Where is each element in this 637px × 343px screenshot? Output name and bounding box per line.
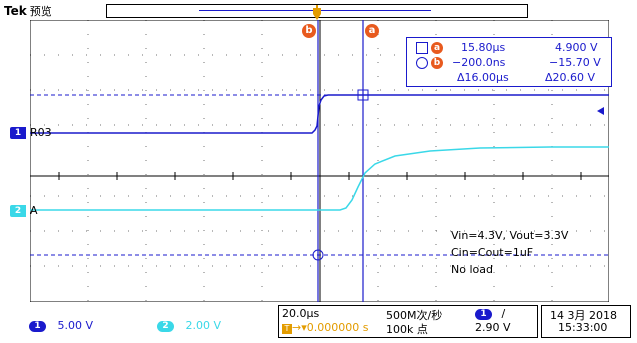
- vertical-scale-area: 1 5.00 V 2 2.00 V: [29, 318, 270, 333]
- ch1-label: R03: [30, 126, 52, 139]
- horizontal-trigger-readout[interactable]: 20.0µs T →▾0.000000 s 500M次/秒 100k 点 1 ∕ …: [278, 305, 538, 338]
- ch2-label: A: [30, 204, 38, 217]
- annotation-line-2: Cin=Cout=1uF: [451, 246, 534, 259]
- time: 15:33:00: [558, 321, 608, 334]
- trigger-delay-readout: T →▾0.000000 s: [282, 321, 368, 334]
- annotation-line-1: Vin=4.3V, Vout=3.3V: [451, 229, 569, 242]
- cursor-b-circle-marker[interactable]: [312, 249, 324, 261]
- record-length: 100k 点: [386, 323, 428, 336]
- cursor-a-time: 15.80µs: [461, 41, 506, 54]
- cursor-delta-volt: Δ20.60 V: [545, 71, 596, 84]
- cursor-b-tag[interactable]: b: [302, 24, 316, 38]
- cursor-b-time: −200.0ns: [452, 56, 506, 69]
- ch1-scale: 5.00 V: [57, 319, 94, 332]
- annotation-line-3: No load: [451, 263, 493, 276]
- ch2-scale: 2.00 V: [185, 319, 222, 332]
- trigger-channel-chip: 1: [475, 308, 492, 320]
- horizontal-scale: 20.0µs: [282, 307, 320, 320]
- cursor-a-readout-tag: a: [431, 42, 443, 54]
- ch2-waveform: [30, 146, 609, 211]
- trigger-source: 1 ∕: [475, 307, 505, 320]
- graticule-ticks: [58, 172, 582, 180]
- trigger-delay-icon: T: [282, 324, 292, 334]
- cursor-b-volt: −15.70 V: [549, 56, 601, 69]
- cursor-a-volt: 4.900 V: [555, 41, 598, 54]
- sample-rate: 500M次/秒: [386, 309, 443, 322]
- ch1-chip: 1: [29, 320, 46, 332]
- ch2-chip: 2: [157, 320, 174, 332]
- cursor-a-square-icon: [416, 42, 428, 54]
- trigger-slope-icon: ∕: [501, 307, 506, 320]
- date: 14 3月 2018: [550, 309, 617, 322]
- status-bar: 1 5.00 V 2 2.00 V 20.0µs T →▾0.000000 s 5…: [0, 303, 637, 343]
- brand-logo: Tek 预览: [4, 3, 52, 19]
- ch2-ground-marker[interactable]: 2: [10, 205, 26, 217]
- cursor-b-readout-tag: b: [431, 57, 443, 69]
- acquisition-mode: 预览: [29, 5, 52, 18]
- cursor-delta-time: Δ16.00µs: [457, 71, 509, 84]
- cursor-a-tag[interactable]: a: [365, 24, 379, 38]
- ch1-ground-marker[interactable]: 1: [10, 127, 26, 139]
- trigger-delay: →▾0.000000 s: [292, 321, 369, 334]
- cursor-b-circle-icon: [416, 57, 428, 69]
- brand-name: Tek: [4, 4, 27, 18]
- cursor-readout-panel: a 15.80µs 4.900 V b −200.0ns −15.70 V Δ1…: [406, 37, 612, 87]
- trigger-point-icon: [313, 8, 321, 20]
- trigger-level-arrow-icon[interactable]: [597, 107, 604, 115]
- cursor-a-square-marker[interactable]: [357, 89, 369, 101]
- ch1-scale-readout[interactable]: 1 5.00 V: [29, 319, 93, 332]
- ch2-scale-readout[interactable]: 2 2.00 V: [157, 319, 221, 332]
- trigger-level: 2.90 V: [475, 321, 511, 334]
- date-time-box: 14 3月 2018 15:33:00: [541, 305, 631, 338]
- ch1-waveform: [30, 94, 609, 134]
- annotation-text: Vin=4.3V, Vout=3.3V Cin=Cout=1uF No load: [451, 227, 568, 278]
